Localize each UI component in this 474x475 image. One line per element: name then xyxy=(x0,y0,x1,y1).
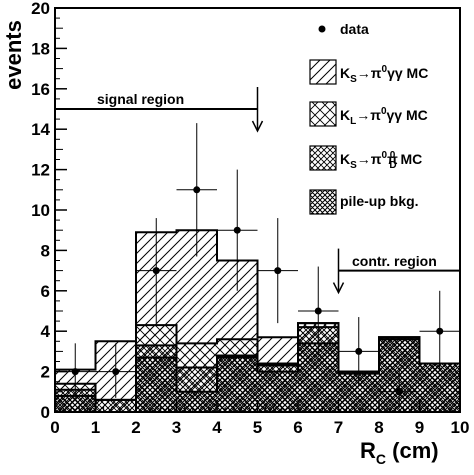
y-tick-label-4: 8 xyxy=(41,241,50,260)
data-point-1 xyxy=(95,343,136,398)
legend-ks-pigg-label: KS→π0γγ MC xyxy=(340,64,428,85)
legend-ks-pipid-label: KS→π0π0 D MC xyxy=(340,150,422,171)
legend-ks-pigg-swatch xyxy=(309,59,337,85)
legend-entry-kl-pigg: KL→π0γγ MC xyxy=(309,101,428,127)
control-region-annotation: contr. region xyxy=(332,248,460,295)
bar-pileup-5 xyxy=(257,371,298,412)
x-tick-label-8: 8 xyxy=(374,418,383,437)
y-axis-title: events xyxy=(1,20,26,90)
data-points-layer xyxy=(55,123,460,408)
y-tick-label-10: 20 xyxy=(31,0,50,18)
data-point-marker-1 xyxy=(112,368,120,376)
control-region-label: contr. region xyxy=(352,253,437,269)
y-tick-label-5: 10 xyxy=(31,201,50,220)
data-point-2 xyxy=(136,218,177,324)
data-point-6 xyxy=(298,266,339,356)
legend-data-marker xyxy=(318,25,326,33)
legend-kl-pigg-swatch xyxy=(309,101,337,127)
bar-ks_pipid-1 xyxy=(95,399,136,412)
data-point-7 xyxy=(338,317,379,386)
signal-region-annotation: signal region xyxy=(55,87,264,133)
x-tick-label-7: 7 xyxy=(334,418,343,437)
y-tick-label-0: 0 xyxy=(41,403,50,422)
data-point-marker-2 xyxy=(152,267,160,275)
legend-kl-pigg-label: KL→π0γγ MC xyxy=(340,106,428,127)
data-point-8 xyxy=(379,367,420,408)
legend-entry-ks-pipid: KS→π0π0 D MC xyxy=(309,145,422,171)
x-tick-label-2: 2 xyxy=(131,418,140,437)
x-tick-label-3: 3 xyxy=(172,418,181,437)
data-point-marker-3 xyxy=(193,186,201,194)
data-point-5 xyxy=(257,218,298,324)
y-tick-label-3: 6 xyxy=(41,282,50,301)
x-tick-label-6: 6 xyxy=(293,418,302,437)
data-point-marker-5 xyxy=(274,267,282,275)
y-tick-label-8: 16 xyxy=(31,80,50,99)
histogram-layer xyxy=(54,229,461,413)
data-point-marker-9 xyxy=(436,327,444,335)
legend-entry-pileup: pile-up bkg. xyxy=(309,189,419,215)
y-tick-label-2: 4 xyxy=(41,322,51,341)
x-tick-label-10: 10 xyxy=(451,418,470,437)
legend: data KS→π0γγ MC KL→π0γγ MC KS→π0π0 D MC p… xyxy=(309,21,428,215)
y-tick-label-7: 14 xyxy=(31,120,50,139)
y-tick-label-9: 18 xyxy=(31,39,50,58)
data-point-marker-0 xyxy=(71,368,79,376)
x-axis-title-sub: C xyxy=(376,451,386,467)
x-tick-label-4: 4 xyxy=(212,418,222,437)
x-tick-label-9: 9 xyxy=(415,418,424,437)
data-point-marker-4 xyxy=(233,226,241,234)
data-point-marker-6 xyxy=(314,307,322,315)
bar-pileup-4 xyxy=(217,357,258,412)
legend-data-label: data xyxy=(340,21,369,37)
x-axis-title-main: R xyxy=(360,438,376,463)
bar-pileup-3 xyxy=(176,391,217,412)
x-axis-title-unit: (cm) xyxy=(386,438,439,463)
data-point-3 xyxy=(176,123,217,257)
x-tick-label-0: 0 xyxy=(50,418,59,437)
y-tick-label-1: 2 xyxy=(41,363,50,382)
y-tick-label-6: 12 xyxy=(31,161,50,180)
legend-pileup-swatch xyxy=(309,189,337,215)
data-point-marker-7 xyxy=(355,347,363,355)
legend-entry-ks-pigg: KS→π0γγ MC xyxy=(309,59,428,85)
x-tick-label-1: 1 xyxy=(91,418,100,437)
signal-region-label: signal region xyxy=(97,91,184,107)
data-point-9 xyxy=(419,290,460,372)
bar-pileup-2 xyxy=(136,357,177,412)
bar-pileup-0 xyxy=(55,395,96,412)
x-tick-label-5: 5 xyxy=(253,418,262,437)
legend-ks-pipid-swatch xyxy=(309,145,337,171)
x-axis-title: RC (cm) xyxy=(360,438,439,467)
legend-entry-data: data xyxy=(318,21,369,37)
data-point-4 xyxy=(217,169,258,291)
data-point-marker-8 xyxy=(395,388,403,396)
legend-pileup-label: pile-up bkg. xyxy=(340,193,419,209)
